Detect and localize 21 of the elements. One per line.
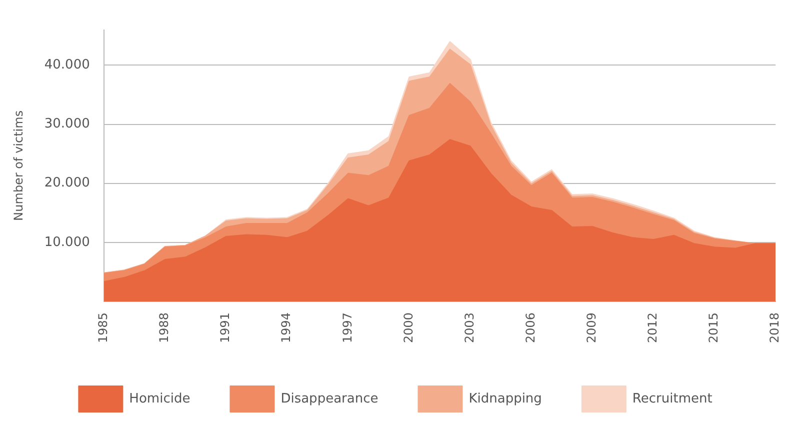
y-tick-label: 30.000 [44, 116, 90, 132]
x-tick-label: 2012 [646, 312, 660, 344]
x-tick-label: 2009 [584, 312, 599, 344]
x-tick-label: 2018 [768, 312, 782, 344]
x-tick-label: 2006 [523, 312, 538, 344]
y-tick-label: 40.000 [44, 58, 90, 73]
y-tick-label: 20.000 [44, 176, 90, 191]
legend-label: Homicide [129, 391, 190, 406]
x-tick-label: 1985 [96, 312, 110, 344]
x-tick-label: 2015 [706, 312, 721, 344]
legend-label: Kidnapping [468, 391, 542, 406]
x-tick-label: 1994 [279, 312, 294, 344]
legend-label: Recruitment [632, 391, 712, 406]
x-tick-label: 1991 [218, 312, 232, 344]
legend-label: Disappearance [280, 391, 378, 406]
x-tick-label: 1988 [157, 312, 172, 344]
y-tick-label: 10.000 [44, 234, 90, 250]
x-tick-label: 2003 [462, 312, 476, 344]
x-tick-label: 2000 [401, 312, 416, 344]
x-tick-label: 1997 [340, 312, 354, 344]
y-axis-title: Number of victims [11, 110, 26, 221]
